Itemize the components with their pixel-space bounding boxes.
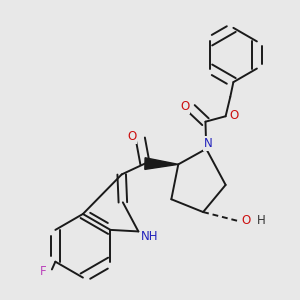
Text: F: F: [40, 265, 47, 278]
Text: O: O: [230, 109, 239, 122]
Text: H: H: [257, 214, 266, 227]
Text: O: O: [241, 214, 250, 227]
Text: O: O: [127, 130, 136, 143]
Text: O: O: [180, 100, 189, 113]
Polygon shape: [145, 158, 178, 170]
Text: N: N: [204, 137, 212, 150]
Text: NH: NH: [140, 230, 158, 243]
